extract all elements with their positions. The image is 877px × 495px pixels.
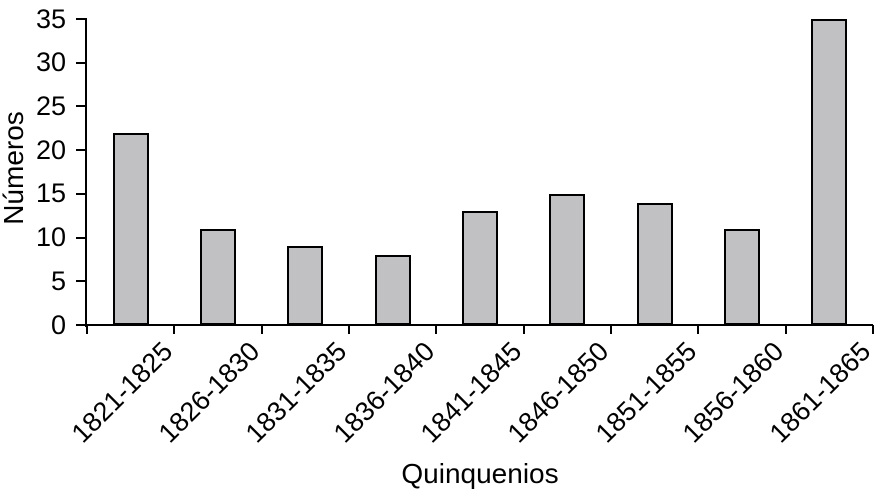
y-tick — [76, 236, 85, 239]
x-axis-line — [85, 324, 873, 326]
x-tick — [348, 325, 350, 334]
y-tick-label: 25 — [35, 90, 66, 121]
y-tick — [76, 18, 85, 20]
x-tick — [522, 325, 525, 334]
bar-1841-1845 — [462, 211, 498, 325]
bar-1836-1840 — [374, 255, 411, 325]
y-tick-label: 20 — [35, 134, 66, 165]
x-tick — [697, 325, 700, 334]
x-axis-title: Quinquenios — [401, 458, 559, 489]
x-tick — [435, 325, 438, 334]
x-tick — [86, 325, 88, 334]
y-tick — [76, 105, 85, 108]
bar-1826-1830 — [200, 228, 236, 325]
x-tick — [872, 325, 874, 334]
y-tick — [76, 192, 85, 195]
y-axis-line — [85, 18, 87, 327]
y-tick-label: 35 — [35, 3, 66, 34]
y-tick-label: 15 — [35, 178, 66, 209]
x-tick — [784, 325, 787, 334]
bar-1861-1865 — [811, 19, 848, 325]
y-tick — [76, 280, 85, 283]
y-tick — [76, 149, 85, 152]
x-tick — [173, 325, 176, 334]
x-tick — [260, 325, 263, 334]
x-tick — [610, 325, 612, 334]
y-tick — [76, 61, 85, 64]
bar-1851-1855 — [636, 202, 673, 325]
bar-1846-1850 — [549, 193, 586, 325]
y-tick — [76, 324, 85, 326]
y-tick-label: 10 — [35, 222, 66, 253]
y-tick-label: 5 — [50, 265, 66, 296]
bar-1856-1860 — [724, 228, 760, 325]
bar-1831-1835 — [287, 246, 324, 325]
bar-1821-1825 — [112, 132, 149, 325]
y-tick-label: 0 — [50, 309, 66, 340]
y-tick-label: 30 — [35, 47, 66, 78]
